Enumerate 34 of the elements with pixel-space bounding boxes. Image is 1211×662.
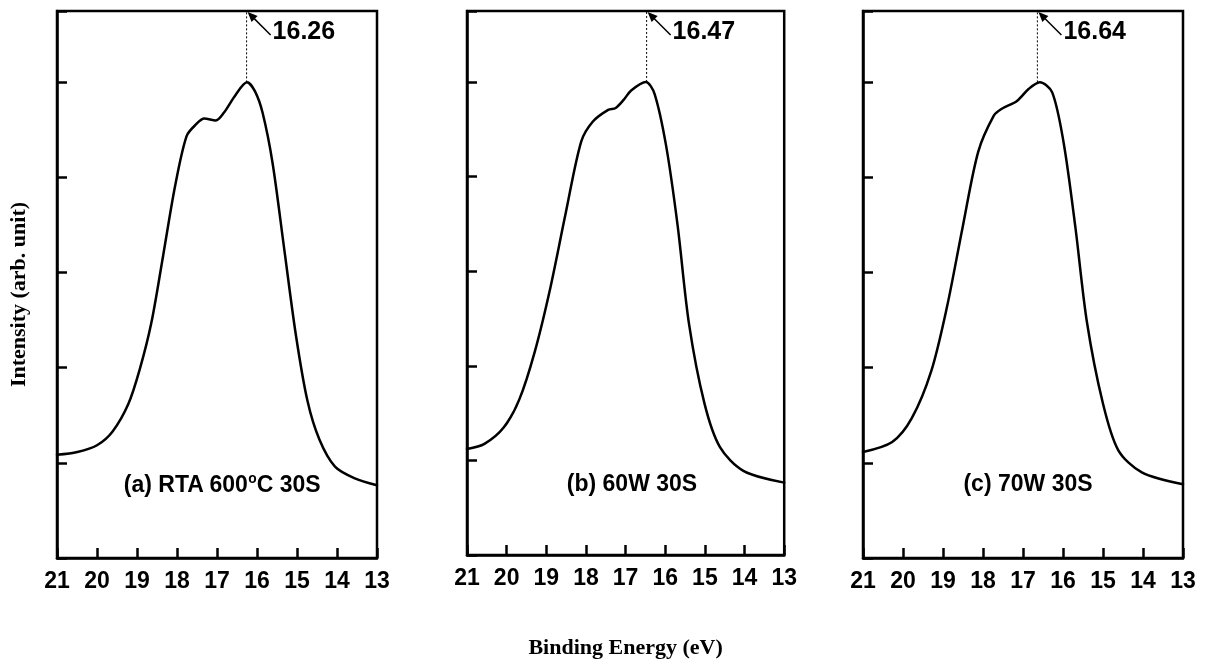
x-tick-label: 19 [533,563,560,590]
x-tick-label: 17 [612,563,639,590]
x-tick-label: 19 [930,566,956,593]
x-tick-label: 19 [124,566,150,593]
x-tick-label: 13 [1170,566,1196,593]
x-tick-label: 18 [573,563,599,590]
x-tick-label: 15 [1090,566,1116,593]
x-tick-label: 20 [493,563,520,590]
x-tick-label: 21 [44,566,70,593]
x-tick-label: 16 [652,563,679,590]
y-axis-title: Intensity (arb. unit) [4,201,30,388]
x-tick-label: 16 [1050,566,1076,593]
x-tick-label: 21 [454,563,480,590]
text: (b) 60W 30S [566,469,698,496]
x-tick-label: 14 [1130,566,1156,593]
x-tick-label: 16 [244,566,270,593]
x-tick-label: 14 [324,566,350,593]
x-tick-label: 18 [164,566,190,593]
annotation: 16.64 [1063,15,1127,44]
x-tick-label: 17 [204,566,230,593]
x-tick-label: 18 [970,566,996,593]
text: (c) 70W 30S [963,469,1093,496]
x-tick-label: 14 [731,563,758,590]
x-axis-title: Binding Energy (eV) [528,633,723,659]
x-tick-label: 13 [771,563,798,590]
x-tick-label: 15 [284,566,310,593]
annotation: 16.26 [272,15,336,44]
x-tick-label: 17 [1010,566,1036,593]
annotation: 16.47 [672,15,736,44]
x-tick-label: 15 [692,563,718,590]
x-tick-label: 20 [84,566,110,593]
x-tick-label: 20 [890,566,916,593]
x-tick-label: 13 [364,566,390,593]
x-tick-label: 21 [850,566,876,593]
